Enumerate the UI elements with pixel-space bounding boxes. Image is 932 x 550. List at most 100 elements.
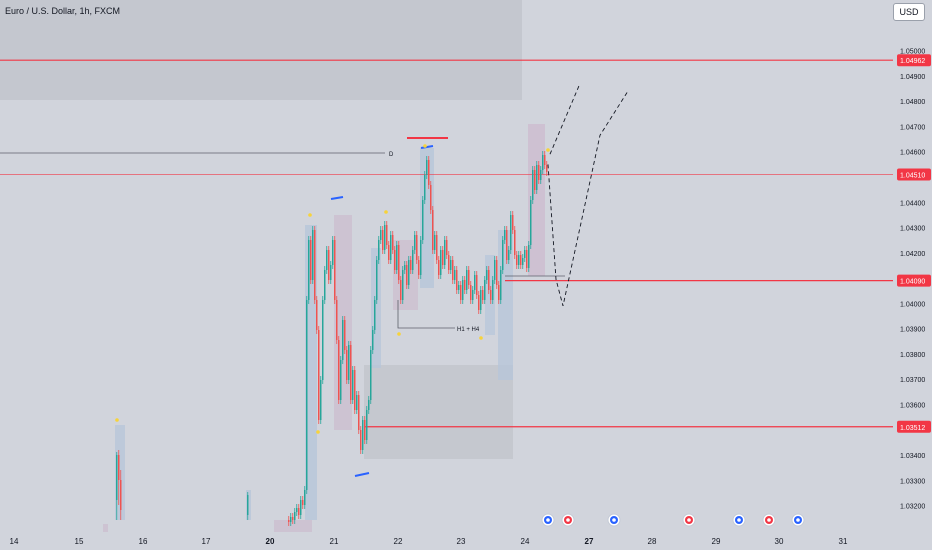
y-tick-label: 1.04300: [900, 226, 925, 233]
price-badge-label: 1.03512: [900, 425, 925, 432]
candle-body: [312, 230, 314, 280]
candle-body: [448, 255, 450, 270]
candle-body: [502, 240, 504, 270]
y-tick-label: 1.04400: [900, 200, 925, 207]
candle-body: [288, 520, 290, 522]
candle-body: [482, 290, 484, 300]
candle-body: [440, 250, 442, 275]
candle-body: [370, 350, 372, 400]
candle-body: [308, 240, 310, 300]
candle-body: [546, 165, 548, 172]
candle-body: [474, 275, 476, 290]
x-tick-label: 23: [457, 537, 466, 546]
flag-center: [566, 518, 570, 522]
event-flag-icon[interactable]: [732, 513, 746, 527]
event-flag-icon[interactable]: [762, 513, 776, 527]
candle-body: [486, 270, 488, 280]
candle-body: [362, 420, 364, 450]
candle-body: [386, 225, 388, 245]
candle-body: [314, 230, 316, 300]
flag-center: [767, 518, 771, 522]
x-tick-label: 21: [330, 537, 339, 546]
y-tick-label: 1.03700: [900, 377, 925, 384]
y-tick-label: 1.04200: [900, 251, 925, 258]
candle-body: [484, 280, 486, 300]
candle-body: [400, 280, 402, 300]
candle-body: [322, 300, 324, 380]
y-tick-label: 1.03800: [900, 352, 925, 359]
candle-body: [247, 495, 249, 515]
candle-body: [466, 270, 468, 290]
candle-body: [316, 300, 318, 330]
candle-body: [310, 240, 312, 280]
candle-body: [342, 320, 344, 360]
candle-body: [542, 155, 544, 170]
event-flag-icon[interactable]: [561, 513, 575, 527]
candle-body: [368, 400, 370, 410]
candle-body: [478, 295, 480, 310]
candle-body: [384, 225, 386, 250]
candle-body: [352, 370, 354, 400]
price-badge-label: 1.04510: [900, 172, 925, 179]
candle-body: [526, 250, 528, 268]
event-flag-icon[interactable]: [682, 513, 696, 527]
y-tick-label: 1.03900: [900, 327, 925, 334]
x-tick-label: 24: [521, 537, 530, 546]
candle-body: [376, 260, 378, 300]
y-tick-label: 1.04000: [900, 301, 925, 308]
candle-body: [320, 380, 322, 420]
candle-body: [356, 395, 358, 410]
event-flag-icon[interactable]: [541, 513, 555, 527]
dot-marker: [308, 213, 312, 217]
candle-body: [446, 240, 448, 255]
candle-body: [456, 270, 458, 290]
candle-body: [412, 250, 414, 270]
candle-body: [532, 170, 534, 200]
candle-body: [390, 235, 392, 260]
candle-body: [360, 430, 362, 450]
candle-body: [414, 235, 416, 250]
candle-body: [528, 245, 530, 268]
dot-marker: [479, 336, 483, 340]
candle-body: [382, 230, 384, 250]
price-badge: [897, 168, 931, 181]
flag-center: [796, 518, 800, 522]
candle-body: [344, 320, 346, 350]
candle-body: [374, 300, 376, 330]
candle-body: [408, 260, 410, 285]
currency-button[interactable]: USD: [893, 3, 925, 21]
range-box-blue: [115, 425, 125, 520]
candle-body: [458, 285, 460, 290]
candle-body: [388, 245, 390, 260]
candle-body: [442, 250, 444, 265]
candle-body: [516, 255, 518, 265]
event-flag-icon[interactable]: [791, 513, 805, 527]
demand-zone: [364, 365, 513, 459]
flag-center: [612, 518, 616, 522]
x-tick-label: 27: [585, 537, 594, 546]
candle-body: [454, 270, 456, 280]
hh-bracket: [397, 300, 455, 329]
candle-body: [392, 235, 394, 250]
candle-body: [434, 235, 436, 250]
candle-body: [300, 500, 302, 515]
candle-body: [372, 330, 374, 350]
swing-marker: [354, 472, 370, 477]
daily-level-label: D: [389, 152, 394, 158]
event-flag-icon[interactable]: [607, 513, 621, 527]
candle-body: [460, 285, 462, 300]
candle-body: [496, 260, 498, 285]
candle-body: [292, 517, 294, 520]
x-tick-label: 28: [648, 537, 657, 546]
y-tick-label: 1.04900: [900, 74, 925, 81]
price-badge-label: 1.04962: [900, 58, 925, 65]
range-box-blue: [498, 230, 513, 380]
x-tick-label: 17: [202, 537, 211, 546]
candle-body: [510, 215, 512, 250]
candle-body: [450, 260, 452, 270]
candle-body: [494, 260, 496, 280]
candle-body: [472, 290, 474, 300]
candle-body: [332, 240, 334, 265]
